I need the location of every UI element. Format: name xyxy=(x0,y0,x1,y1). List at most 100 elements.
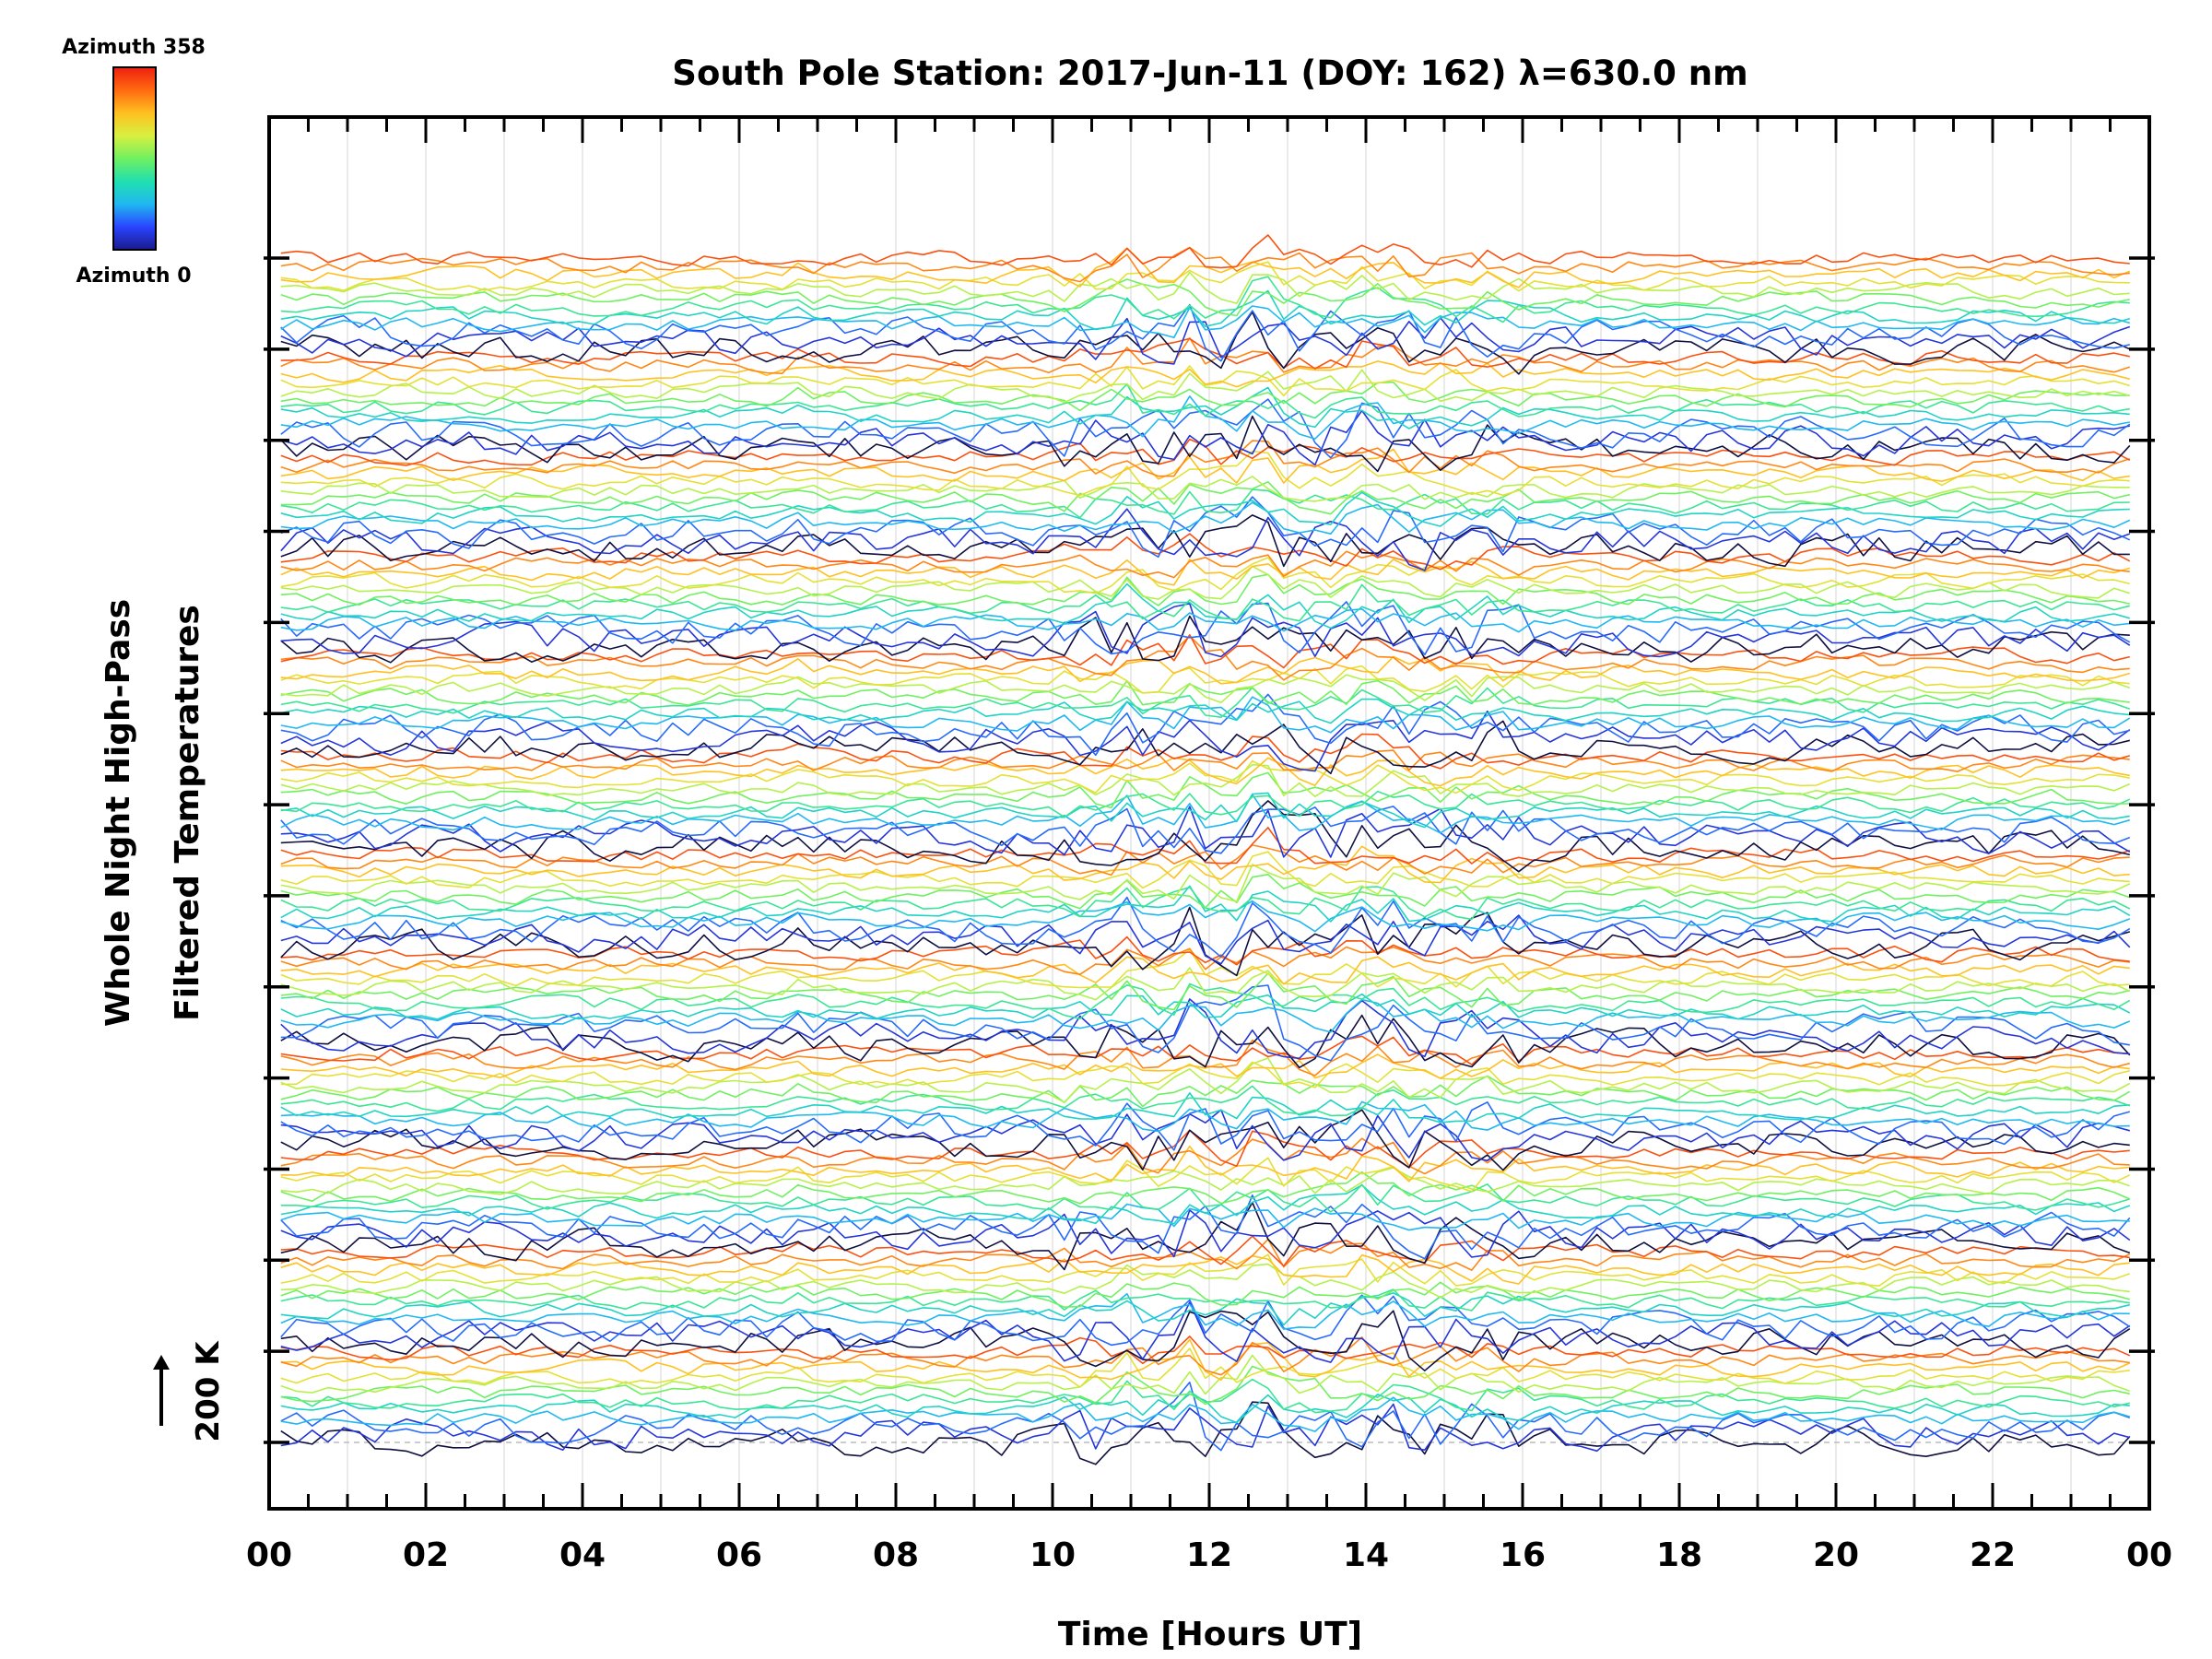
series-line-33 xyxy=(280,1145,2130,1182)
series-line-70 xyxy=(280,844,2130,877)
series-line-103 xyxy=(280,565,2131,600)
series-line-12 xyxy=(280,1310,2131,1371)
series-line-22 xyxy=(280,1238,2131,1271)
series-line-29 xyxy=(280,1183,2131,1213)
series-line-141 xyxy=(280,247,2131,288)
x-axis-title: Time [Hours UT] xyxy=(1058,1616,1362,1653)
series-line-134 xyxy=(280,303,2130,362)
series-line-137 xyxy=(280,276,2130,324)
series-line-44 xyxy=(280,1061,2130,1088)
series-line-6 xyxy=(280,1365,2130,1406)
series-line-129 xyxy=(280,360,2131,388)
series-line-23 xyxy=(280,1235,2130,1267)
series-line-55 xyxy=(280,967,2131,1001)
series-line-85 xyxy=(280,710,2131,772)
series-line-41 xyxy=(280,1085,2131,1117)
series-line-75 xyxy=(280,794,2131,834)
x-tick-label: 00 xyxy=(246,1536,292,1574)
x-tick-label: 20 xyxy=(1813,1536,1859,1574)
series-line-138 xyxy=(280,278,2130,317)
series-line-61 xyxy=(280,914,2131,965)
x-tick-label: 10 xyxy=(1030,1536,1076,1574)
series-line-21 xyxy=(280,1253,2130,1285)
series-line-108 xyxy=(280,514,2130,568)
colorbar-bottom-label: Azimuth 0 xyxy=(76,265,191,288)
colorbar-top-label: Azimuth 358 xyxy=(62,36,206,59)
series-line-92 xyxy=(280,665,2130,694)
scale-bar-arrow xyxy=(153,1355,170,1370)
series-line-128 xyxy=(280,365,2131,397)
series-line-84 xyxy=(280,720,2130,775)
series-line-17 xyxy=(280,1288,2130,1312)
series-line-79 xyxy=(280,763,2131,798)
x-tick-label: 18 xyxy=(1656,1536,1702,1574)
series-line-5 xyxy=(280,1378,2130,1414)
series-line-59 xyxy=(280,935,2130,966)
series-line-136 xyxy=(280,289,2131,331)
series-line-39 xyxy=(280,1100,2130,1133)
series-line-104 xyxy=(280,557,2130,594)
series-line-86 xyxy=(280,693,2130,757)
series-line-40 xyxy=(280,1092,2130,1124)
series-line-109 xyxy=(280,508,2131,571)
series-line-80 xyxy=(280,759,2130,794)
series-line-54 xyxy=(280,972,2130,1011)
series-line-64 xyxy=(280,885,2131,923)
series-line-110 xyxy=(280,496,2131,559)
series-line-42 xyxy=(280,1075,2131,1108)
series-line-90 xyxy=(280,679,2130,706)
series-line-38 xyxy=(280,1101,2131,1151)
series-line-76 xyxy=(280,792,2130,829)
x-tick-labels: 00 02 04 06 08 10 12 14 16 18 20 22 00 xyxy=(246,1536,2172,1574)
scale-bar: 200 K xyxy=(153,1340,227,1442)
series-line-105 xyxy=(280,559,2131,586)
x-tick-label: 02 xyxy=(403,1536,449,1574)
series-line-30 xyxy=(280,1171,2131,1205)
y-axis-title-line1: Whole Night High-Pass xyxy=(100,599,137,1027)
x-tick-label: 06 xyxy=(716,1536,762,1574)
series-line-2 xyxy=(280,1382,2131,1452)
series-line-122 xyxy=(280,398,2131,459)
series-line-50 xyxy=(280,984,2130,1062)
series-line-47 xyxy=(280,1035,2130,1065)
series-line-107 xyxy=(280,533,2131,571)
series-line-3 xyxy=(280,1396,2131,1432)
series-line-69 xyxy=(280,845,2130,884)
series-line-66 xyxy=(280,873,2131,910)
series-line-25 xyxy=(280,1209,2131,1258)
x-tick-label: 16 xyxy=(1500,1536,1546,1574)
series-line-36 xyxy=(280,1109,2130,1171)
series-line-13 xyxy=(280,1301,2131,1363)
series-line-88 xyxy=(280,698,2130,724)
series-line-0 xyxy=(280,1401,2131,1465)
series-line-35 xyxy=(280,1129,2130,1169)
series-line-7 xyxy=(280,1354,2131,1395)
series-line-82 xyxy=(280,749,2130,772)
series-line-73 xyxy=(280,806,2131,858)
series-line-16 xyxy=(280,1292,2130,1326)
series-line-95 xyxy=(280,633,2130,669)
axis-ticks xyxy=(264,117,2155,1509)
series-line-11 xyxy=(280,1335,2131,1365)
series-line-58 xyxy=(280,946,2130,975)
series-line-52 xyxy=(280,993,2131,1020)
scale-bar-label: 200 K xyxy=(190,1340,227,1442)
series-line-130 xyxy=(280,336,2131,375)
series-line-4 xyxy=(280,1393,2130,1424)
series-line-126 xyxy=(280,381,2130,412)
series-line-43 xyxy=(280,1057,2131,1103)
series-line-101 xyxy=(280,583,2130,622)
series-line-71 xyxy=(280,827,2131,865)
series-line-67 xyxy=(280,864,2131,903)
series-line-102 xyxy=(280,573,2130,606)
series-line-120 xyxy=(280,415,2131,473)
series-line-10 xyxy=(280,1336,2130,1376)
series-line-97 xyxy=(280,603,2131,658)
series-line-57 xyxy=(280,956,2130,985)
series-line-99 xyxy=(280,607,2130,633)
series-line-131 xyxy=(280,337,2130,370)
series-line-45 xyxy=(280,1053,2130,1079)
colorbar: Azimuth 358 Azimuth 0 xyxy=(62,36,206,288)
series-line-93 xyxy=(280,655,2131,685)
series-line-15 xyxy=(280,1292,2130,1330)
